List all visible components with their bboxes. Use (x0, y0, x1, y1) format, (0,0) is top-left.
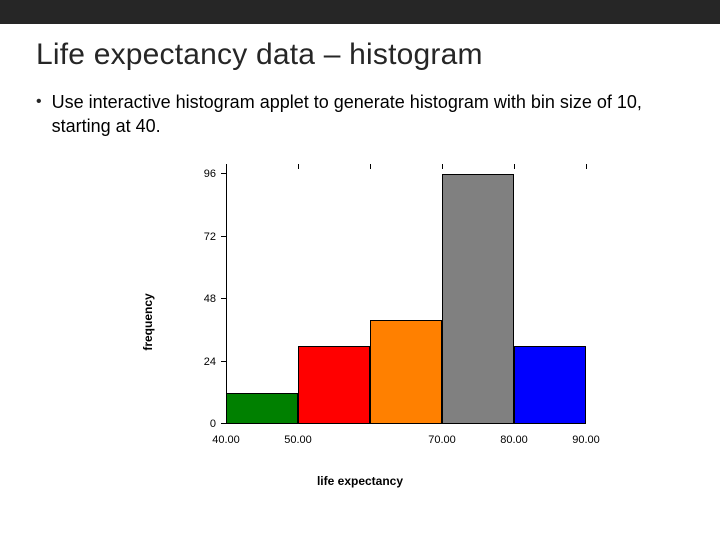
histogram-chart: frequency 02448729640.0050.0070.0080.009… (36, 152, 684, 492)
top-accent-band (0, 0, 720, 24)
slide-title: Life expectancy data – histogram (36, 38, 684, 72)
y-tick-label: 96 (204, 168, 226, 180)
histogram-bar (514, 346, 586, 424)
slide-body: Life expectancy data – histogram • Use i… (0, 24, 720, 492)
plot-area: 02448729640.0050.0070.0080.0090.00 (226, 164, 586, 424)
x-axis-label: life expectancy (317, 474, 403, 488)
x-tick-mark (298, 164, 299, 169)
bullet-text: Use interactive histogram applet to gene… (52, 90, 684, 138)
x-tick-label: 90.00 (572, 424, 600, 446)
y-axis-label: frequency (141, 293, 155, 350)
x-tick-label: 40.00 (212, 424, 240, 446)
x-tick-mark (370, 164, 371, 169)
histogram-bar (370, 320, 442, 424)
x-tick-label: 80.00 (500, 424, 528, 446)
y-tick-label: 48 (204, 293, 226, 305)
y-tick-label: 72 (204, 231, 226, 243)
y-axis-line (226, 164, 227, 424)
y-tick-label: 24 (204, 356, 226, 368)
histogram-bar (442, 174, 514, 424)
x-tick-mark (514, 164, 515, 169)
histogram-bar (298, 346, 370, 424)
x-tick-mark (442, 164, 443, 169)
bullet-dot-icon: • (36, 90, 42, 114)
bullet-item: • Use interactive histogram applet to ge… (36, 90, 684, 138)
x-tick-label: 70.00 (428, 424, 456, 446)
x-tick-label: 50.00 (284, 424, 312, 446)
x-tick-mark (586, 164, 587, 169)
x-tick-mark (226, 164, 227, 169)
histogram-bar (226, 393, 298, 424)
